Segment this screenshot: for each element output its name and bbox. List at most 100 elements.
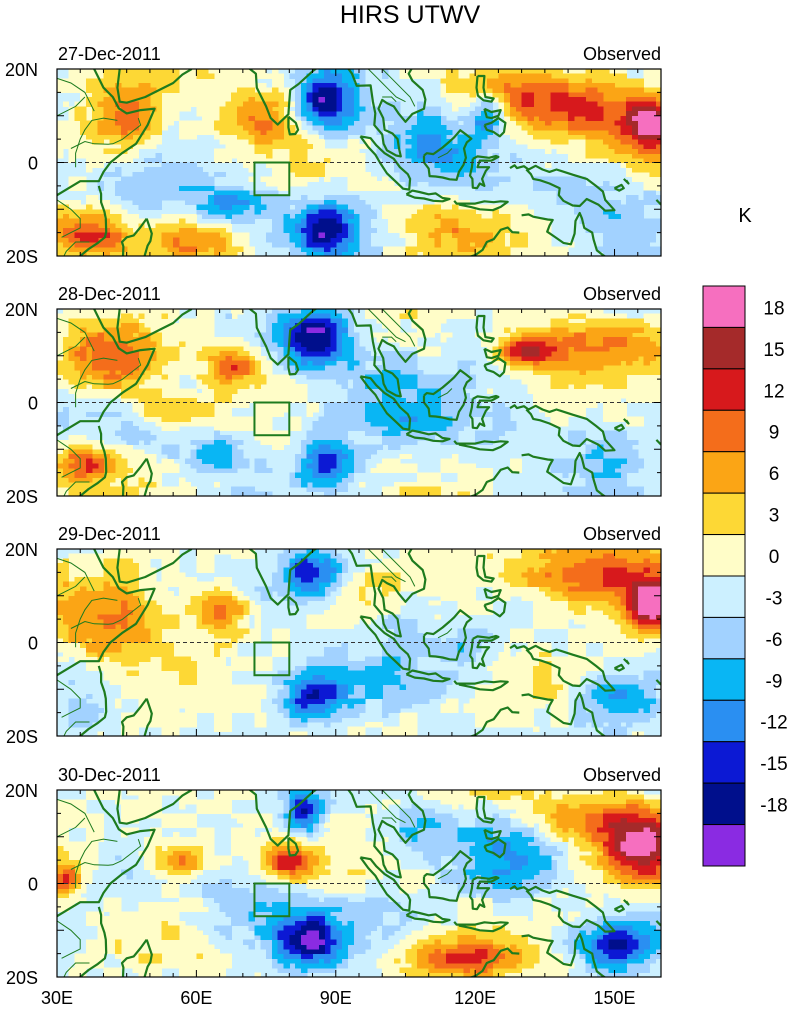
- colorbar-swatch: [702, 699, 746, 743]
- border-line: [57, 576, 86, 597]
- coastline: [453, 200, 509, 212]
- coastline: [475, 795, 495, 824]
- border-line: [437, 148, 453, 159]
- coastline: [468, 875, 500, 911]
- border-line: [381, 790, 416, 828]
- colorbar-label: -15: [760, 754, 787, 775]
- coastline: [79, 665, 108, 736]
- panel-type-label: Observed: [583, 44, 661, 64]
- contour-fill: [306, 327, 325, 333]
- axis-ticks: [56, 68, 662, 257]
- coastline: [287, 115, 300, 136]
- coastline: [521, 211, 607, 256]
- colorbar-swatch: [702, 658, 746, 701]
- coastline: [475, 314, 495, 343]
- coastline: [143, 458, 153, 496]
- border-line: [75, 357, 118, 408]
- border-line: [63, 721, 90, 736]
- panel-type-label: Observed: [583, 524, 661, 544]
- axis-ticks: [56, 548, 662, 737]
- y-tick-label: 20S: [6, 247, 38, 267]
- region-box: [253, 161, 291, 197]
- x-tick-label: 150E: [594, 988, 636, 1008]
- coastline: [475, 74, 495, 103]
- coastline: [613, 423, 625, 432]
- coastline: [57, 790, 156, 918]
- contour-fill: [626, 106, 661, 140]
- contour-fill: [295, 558, 337, 709]
- contour-fill: [283, 549, 656, 723]
- region-box: [253, 401, 291, 437]
- coastline: [483, 837, 507, 859]
- coastline: [79, 425, 108, 496]
- border-line: [57, 336, 86, 357]
- coastline: [614, 904, 625, 913]
- coastline: [613, 183, 625, 192]
- contour-fill: [620, 827, 656, 857]
- coastline: [405, 189, 451, 203]
- contour-fill: [295, 323, 331, 352]
- axis-ticks: [56, 789, 662, 978]
- coastlines: [57, 50, 661, 256]
- coastline: [468, 226, 520, 256]
- coastline: [347, 790, 427, 879]
- coastline: [347, 549, 427, 638]
- colorbar-swatch: [702, 492, 746, 536]
- coastline: [483, 116, 507, 138]
- coastline: [468, 466, 520, 496]
- coastline: [509, 164, 616, 212]
- border-line: [381, 69, 416, 107]
- y-tick-label: 20S: [6, 968, 38, 988]
- coastline: [483, 828, 502, 841]
- coastline: [347, 69, 427, 158]
- border-line: [382, 336, 397, 343]
- contour-fill: [57, 309, 661, 496]
- coastline: [521, 451, 607, 496]
- border-line: [229, 50, 317, 59]
- border-line: [57, 679, 81, 718]
- contour-fill: [57, 309, 661, 496]
- border-line: [57, 798, 95, 833]
- colorbar-label: 9: [769, 423, 780, 444]
- contour-fill: [306, 689, 319, 700]
- coastline: [468, 154, 500, 190]
- coastline: [655, 439, 661, 446]
- contour-fill: [74, 92, 661, 243]
- coastline: [468, 706, 520, 736]
- colorbar-label: 15: [763, 340, 784, 361]
- colorbar-swatch: [702, 409, 746, 453]
- contour-fill: [62, 83, 661, 252]
- coastline: [468, 947, 520, 977]
- map-panel: 20N 0 20S 28-Dec-2011 Observed: [5, 284, 662, 507]
- coastline: [120, 457, 148, 496]
- border-line: [366, 69, 406, 103]
- colorbar-label: 3: [769, 506, 780, 527]
- coastline: [453, 680, 509, 692]
- coastlines: [57, 530, 661, 736]
- contour-fill: [289, 318, 337, 474]
- contour-fill: [115, 790, 661, 977]
- contour-fill: [300, 83, 348, 252]
- border-line: [229, 530, 317, 539]
- region-box: [253, 882, 291, 918]
- border-line: [229, 290, 317, 299]
- colorbar-swatch: [702, 534, 746, 577]
- coastline: [422, 129, 473, 181]
- coastline: [359, 615, 412, 671]
- border-line: [70, 117, 142, 149]
- border-line: [57, 920, 81, 959]
- coastline: [655, 679, 661, 686]
- contour-fill: [57, 549, 661, 700]
- coastline: [359, 135, 412, 191]
- panel-date-label: 27-Dec-2011: [58, 44, 161, 64]
- border-line: [437, 388, 453, 399]
- panel-type-label: Observed: [583, 284, 661, 304]
- border-line: [63, 481, 90, 496]
- contour-fill: [632, 111, 661, 135]
- coastline: [509, 644, 616, 692]
- coastline: [116, 69, 193, 104]
- y-tick-label: 0: [28, 394, 38, 414]
- coastline: [422, 850, 473, 902]
- panels: 20N 0 20S 27-Dec-2011 Observed 20N 0 20S 28-Dec-…: [5, 44, 662, 1008]
- map-panel: 20N 0 20S 30-Dec-2011 Observed: [5, 765, 662, 988]
